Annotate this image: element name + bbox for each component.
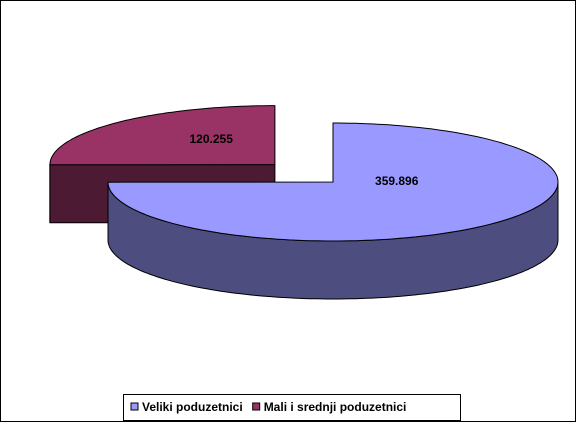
data-label: 359.896: [375, 174, 419, 188]
slice-top: [107, 122, 559, 242]
pie-slice: [107, 122, 559, 300]
legend-swatch: [252, 402, 261, 411]
slice-top: [49, 105, 276, 166]
legend-label: Veliki poduzetnici: [142, 400, 243, 414]
legend-swatch: [130, 402, 139, 411]
legend-box: [123, 394, 461, 421]
legend: Veliki poduzetnici Mali i srednji poduzet…: [130, 400, 407, 414]
pie: 120.255 359.896: [49, 105, 559, 300]
legend-label: Mali i srednji poduzetnici: [264, 400, 407, 414]
data-label: 120.255: [190, 132, 234, 146]
